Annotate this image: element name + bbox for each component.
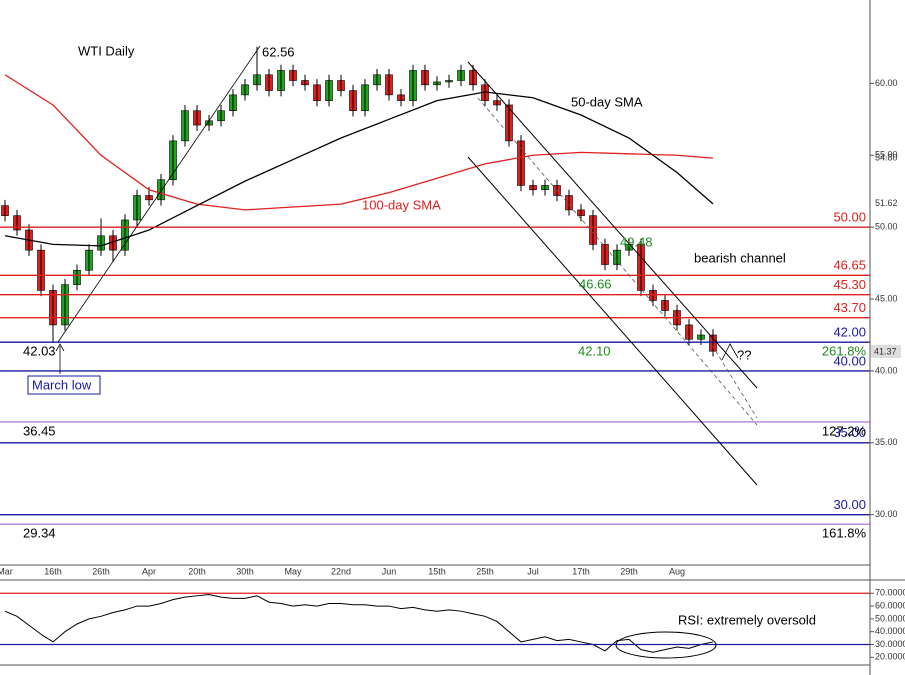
x-tick-label: 16th <box>44 566 62 576</box>
x-tick-label: Jul <box>527 566 539 576</box>
y-tick-label: 45.00 <box>875 293 898 303</box>
rsi-tick-label: 60.0000 <box>875 600 905 610</box>
level-label: 40.00 <box>833 353 866 368</box>
level-label: 30.00 <box>833 497 866 512</box>
sma-label: 51.62 <box>875 198 898 208</box>
rsi-annotation: RSI: extremely oversold <box>678 612 816 627</box>
annotation: 50-day SMA <box>571 94 643 109</box>
level-label: 42.00 <box>833 325 866 340</box>
x-tick-label: 15th <box>428 566 446 576</box>
level-label: 29.34 <box>23 526 56 541</box>
rsi-tick-label: 20.0000 <box>875 652 905 662</box>
x-tick-label: 30th <box>236 566 254 576</box>
x-tick-label: 17th <box>572 566 590 576</box>
level-note: 261.8% <box>822 344 867 359</box>
arrow-head <box>55 343 65 352</box>
annotation-box <box>27 375 101 395</box>
annotation: 42.03 <box>23 343 56 358</box>
sma-line <box>4 91 714 247</box>
x-tick-label: 26th <box>92 566 110 576</box>
annotation: 100-day SMA <box>362 197 441 212</box>
sma-label: 54.80 <box>875 153 898 163</box>
channel-line <box>467 61 758 389</box>
rsi-line <box>4 594 714 653</box>
y-tick-label: 40.00 <box>875 365 898 375</box>
level-label: 36.45 <box>23 423 56 438</box>
annotation: March low <box>32 377 92 392</box>
x-tick-label: May <box>284 566 302 576</box>
x-tick-label: Apr <box>142 566 156 576</box>
level-label: 43.70 <box>833 300 866 315</box>
annotation: 62.56 <box>262 44 295 59</box>
x-tick-label: 29th <box>620 566 638 576</box>
ellipse <box>615 631 717 659</box>
rsi-tick-label: 30.0000 <box>875 639 905 649</box>
y-tick-label: 30.00 <box>875 509 898 519</box>
rsi-tick-label: 40.0000 <box>875 626 905 636</box>
level-note: 127.2% <box>822 423 867 438</box>
rsi-tick-label: 70.0000 <box>875 588 905 598</box>
channel-line <box>467 156 758 486</box>
x-tick-label: 22nd <box>331 566 351 576</box>
dashed-line <box>711 344 758 419</box>
annotation: 42.10 <box>578 343 611 358</box>
x-tick-label: 20th <box>188 566 206 576</box>
price-box <box>871 345 901 358</box>
sma-line <box>4 74 714 211</box>
annotation: ?? <box>737 347 751 362</box>
y-tick-label: 35.00 <box>875 437 898 447</box>
chart-title: WTI Daily <box>78 43 135 58</box>
annotation: bearish channel <box>694 250 786 265</box>
current-price: 41.37 <box>874 346 897 356</box>
x-tick-label: 25th <box>476 566 494 576</box>
level-label: 46.65 <box>833 258 866 273</box>
annotation: 46.66 <box>579 276 612 291</box>
level-label: 35.00 <box>833 425 866 440</box>
level-label: 50.00 <box>833 210 866 225</box>
level-label: 45.30 <box>833 277 866 292</box>
x-tick-label: Jun <box>382 566 397 576</box>
arrow <box>721 343 739 361</box>
y-tick-label: 55.00 <box>875 150 898 160</box>
y-tick-label: 50.00 <box>875 222 898 232</box>
x-tick-label: Aug <box>669 566 685 576</box>
x-tick-label: Mar <box>0 566 13 576</box>
dashed-line <box>477 97 758 426</box>
trend-line <box>57 45 261 343</box>
rsi-tick-label: 50.0000 <box>875 613 905 623</box>
level-note: 161.8% <box>822 526 867 541</box>
annotation: 49.48 <box>620 234 653 249</box>
y-tick-label: 60.00 <box>875 78 898 88</box>
